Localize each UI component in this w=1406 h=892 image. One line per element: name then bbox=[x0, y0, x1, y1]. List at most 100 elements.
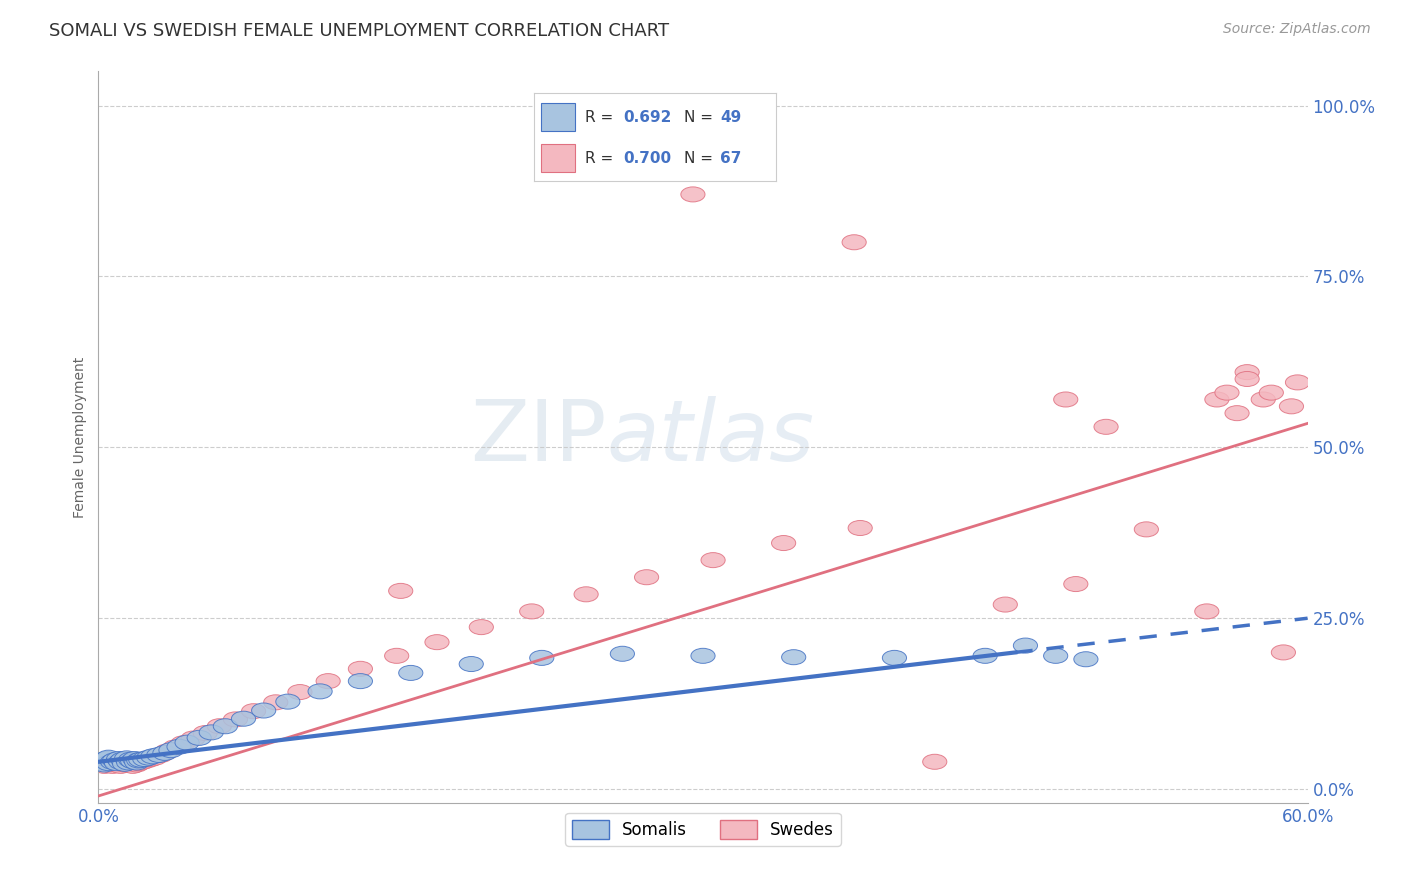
Ellipse shape bbox=[89, 757, 112, 772]
Ellipse shape bbox=[264, 695, 288, 710]
Ellipse shape bbox=[690, 648, 716, 664]
Ellipse shape bbox=[136, 750, 160, 765]
Ellipse shape bbox=[1064, 576, 1088, 591]
Ellipse shape bbox=[107, 755, 131, 769]
Ellipse shape bbox=[141, 748, 165, 764]
Ellipse shape bbox=[117, 755, 141, 770]
Ellipse shape bbox=[131, 755, 155, 769]
Ellipse shape bbox=[1195, 604, 1219, 619]
Ellipse shape bbox=[385, 648, 409, 664]
Ellipse shape bbox=[520, 604, 544, 619]
Ellipse shape bbox=[252, 703, 276, 718]
Ellipse shape bbox=[1234, 371, 1260, 386]
Ellipse shape bbox=[163, 739, 187, 755]
Ellipse shape bbox=[103, 756, 127, 771]
Ellipse shape bbox=[125, 757, 149, 772]
Ellipse shape bbox=[122, 755, 146, 769]
Ellipse shape bbox=[139, 752, 163, 766]
Ellipse shape bbox=[97, 756, 121, 771]
Ellipse shape bbox=[349, 661, 373, 676]
Ellipse shape bbox=[1234, 365, 1260, 380]
Ellipse shape bbox=[1260, 385, 1284, 401]
Ellipse shape bbox=[388, 583, 413, 599]
Ellipse shape bbox=[242, 704, 266, 719]
Ellipse shape bbox=[1285, 375, 1309, 390]
Ellipse shape bbox=[103, 753, 127, 768]
Ellipse shape bbox=[104, 757, 129, 772]
Ellipse shape bbox=[93, 757, 117, 772]
Ellipse shape bbox=[114, 751, 139, 766]
Ellipse shape bbox=[1271, 645, 1295, 660]
Ellipse shape bbox=[288, 684, 312, 699]
Ellipse shape bbox=[127, 753, 150, 768]
Ellipse shape bbox=[155, 744, 179, 759]
Ellipse shape bbox=[574, 587, 598, 602]
Ellipse shape bbox=[214, 719, 238, 734]
Ellipse shape bbox=[782, 649, 806, 665]
Ellipse shape bbox=[146, 747, 172, 763]
Ellipse shape bbox=[97, 757, 121, 772]
Ellipse shape bbox=[90, 755, 114, 769]
Ellipse shape bbox=[1014, 638, 1038, 653]
Ellipse shape bbox=[127, 756, 150, 771]
Ellipse shape bbox=[224, 712, 247, 727]
Ellipse shape bbox=[702, 553, 725, 567]
Ellipse shape bbox=[112, 756, 136, 772]
Ellipse shape bbox=[681, 187, 704, 202]
Ellipse shape bbox=[1135, 522, 1159, 537]
Ellipse shape bbox=[232, 711, 256, 726]
Ellipse shape bbox=[1094, 419, 1118, 434]
Legend: Somalis, Swedes: Somalis, Swedes bbox=[565, 814, 841, 846]
Ellipse shape bbox=[100, 755, 125, 769]
Ellipse shape bbox=[108, 758, 132, 773]
Ellipse shape bbox=[193, 725, 218, 740]
Ellipse shape bbox=[117, 757, 141, 772]
Text: ZIP: ZIP bbox=[470, 395, 606, 479]
Ellipse shape bbox=[187, 731, 211, 746]
Ellipse shape bbox=[634, 570, 658, 585]
Ellipse shape bbox=[118, 756, 143, 771]
Ellipse shape bbox=[470, 620, 494, 634]
Ellipse shape bbox=[207, 719, 232, 734]
Ellipse shape bbox=[1074, 652, 1098, 666]
Ellipse shape bbox=[172, 736, 195, 751]
Ellipse shape bbox=[89, 756, 112, 771]
Ellipse shape bbox=[399, 665, 423, 681]
Ellipse shape bbox=[93, 758, 117, 773]
Ellipse shape bbox=[973, 648, 997, 664]
Ellipse shape bbox=[111, 752, 135, 767]
Ellipse shape bbox=[842, 235, 866, 250]
Ellipse shape bbox=[530, 650, 554, 665]
Ellipse shape bbox=[125, 755, 149, 770]
Ellipse shape bbox=[118, 752, 143, 767]
Ellipse shape bbox=[104, 756, 129, 771]
Ellipse shape bbox=[349, 673, 373, 689]
Ellipse shape bbox=[460, 657, 484, 672]
Ellipse shape bbox=[200, 725, 224, 739]
Ellipse shape bbox=[1205, 392, 1229, 407]
Ellipse shape bbox=[848, 520, 872, 535]
Ellipse shape bbox=[143, 750, 167, 765]
Ellipse shape bbox=[883, 650, 907, 665]
Ellipse shape bbox=[1043, 648, 1067, 664]
Ellipse shape bbox=[1053, 392, 1078, 407]
Ellipse shape bbox=[772, 535, 796, 550]
Ellipse shape bbox=[94, 753, 118, 768]
Ellipse shape bbox=[112, 757, 136, 772]
Ellipse shape bbox=[86, 755, 111, 769]
Ellipse shape bbox=[98, 755, 122, 769]
Ellipse shape bbox=[316, 673, 340, 689]
Text: atlas: atlas bbox=[606, 395, 814, 479]
Ellipse shape bbox=[610, 647, 634, 661]
Text: SOMALI VS SWEDISH FEMALE UNEMPLOYMENT CORRELATION CHART: SOMALI VS SWEDISH FEMALE UNEMPLOYMENT CO… bbox=[49, 22, 669, 40]
Ellipse shape bbox=[97, 750, 121, 765]
Ellipse shape bbox=[149, 747, 173, 763]
Ellipse shape bbox=[425, 634, 449, 649]
Ellipse shape bbox=[993, 597, 1018, 612]
Ellipse shape bbox=[86, 756, 111, 771]
Ellipse shape bbox=[90, 753, 114, 768]
Ellipse shape bbox=[121, 758, 145, 773]
Ellipse shape bbox=[922, 755, 946, 769]
Ellipse shape bbox=[135, 753, 159, 768]
Ellipse shape bbox=[108, 755, 132, 769]
